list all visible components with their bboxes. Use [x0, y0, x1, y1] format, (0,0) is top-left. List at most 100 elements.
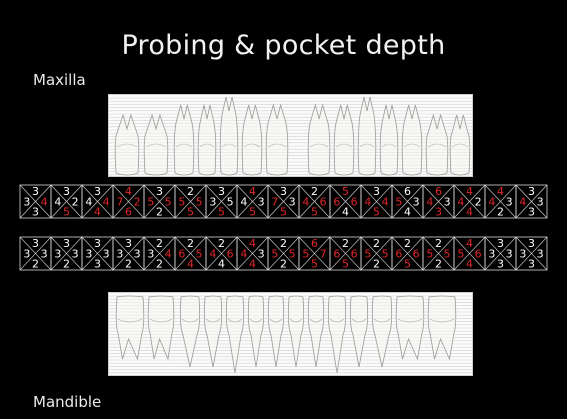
pocket-depth-value: 4: [41, 195, 48, 208]
pocket-depth-value: 6: [333, 195, 340, 208]
pocket-depth-value: 3: [94, 237, 101, 250]
pocket-depth-value: 4: [342, 205, 349, 218]
pocket-depth-value: 6: [333, 247, 340, 260]
lower-cell: 26 65: [329, 236, 362, 271]
pocket-depth-value: 4: [94, 205, 101, 218]
pocket-depth-value: 5: [218, 205, 225, 218]
pocket-depth-value: 3: [528, 205, 535, 218]
pocket-depth-value: 3: [413, 195, 420, 208]
pocket-depth-value: 4: [218, 257, 225, 270]
slide-title: Probing & pocket depth: [121, 30, 446, 61]
pocket-depth-value: 3: [94, 257, 101, 270]
pocket-depth-value: 6: [413, 247, 420, 260]
lower-cell: 33 33: [81, 236, 114, 271]
lower-cell: 33 33: [515, 236, 548, 271]
pocket-depth-value: 3: [209, 195, 216, 208]
upper-cell: 56 64: [329, 184, 362, 219]
lower-cell: 24 64: [205, 236, 238, 271]
pocket-depth-value: 2: [187, 237, 194, 250]
pocket-depth-value: 5: [404, 257, 411, 270]
pocket-depth-value: 6: [475, 247, 482, 260]
pocket-depth-value: 6: [227, 247, 234, 260]
pocket-depth-value: 4: [466, 237, 473, 250]
pocket-depth-value: 7: [320, 247, 327, 260]
upper-cell: 64 33: [422, 184, 455, 219]
pocket-depth-value: 5: [342, 185, 349, 198]
maxillary-teeth-icon: [109, 96, 472, 176]
pocket-depth-value: 2: [156, 237, 163, 250]
pocket-depth-value: 4: [488, 195, 495, 208]
pocket-depth-value: 3: [373, 185, 380, 198]
pocket-depth-value: 5: [147, 195, 154, 208]
pocket-depth-value: 5: [271, 247, 278, 260]
mandibular-teeth-icon: [109, 295, 472, 374]
pocket-depth-value: 5: [165, 195, 172, 208]
pocket-depth-value: 2: [32, 257, 39, 270]
upper-cell: 44 35: [236, 184, 269, 219]
pocket-depth-value: 2: [373, 237, 380, 250]
pocket-depth-value: 3: [488, 247, 495, 260]
pocket-depth-value: 3: [497, 257, 504, 270]
pocket-depth-value: 5: [457, 247, 464, 260]
upper-cell: 34 45: [360, 184, 393, 219]
upper-cell: 34 25: [50, 184, 83, 219]
upper-cell: 44 32: [484, 184, 517, 219]
pocket-depth-value: 5: [311, 205, 318, 218]
pocket-depth-value: 5: [444, 247, 451, 260]
pocket-depth-value: 3: [537, 247, 544, 260]
pocket-depth-value: 3: [218, 185, 225, 198]
pocket-depth-value: 3: [116, 247, 123, 260]
pocket-depth-value: 3: [537, 195, 544, 208]
pocket-depth-value: 3: [63, 237, 70, 250]
lower-cell: 33 32: [50, 236, 83, 271]
upper-teeth-illustration: [108, 94, 473, 177]
pocket-depth-value: 7: [271, 195, 278, 208]
pocket-depth-value: 3: [280, 185, 287, 198]
pocket-depth-value: 4: [54, 195, 61, 208]
pocket-depth-value: 2: [156, 205, 163, 218]
pocket-depth-value: 5: [196, 247, 203, 260]
lower-teeth-illustration: [108, 292, 473, 376]
pocket-depth-value: 3: [85, 247, 92, 260]
pocket-depth-value: 2: [156, 257, 163, 270]
upper-cell: 25 55: [174, 184, 207, 219]
pocket-depth-value: 3: [528, 237, 535, 250]
pocket-depth-value: 6: [320, 195, 327, 208]
pocket-depth-value: 4: [125, 185, 132, 198]
lower-cell: 26 65: [391, 236, 424, 271]
pocket-depth-value: 2: [342, 237, 349, 250]
pocket-depth-value: 4: [187, 257, 194, 270]
lower-cell: 25 52: [422, 236, 455, 271]
upper-cell: 34 33: [515, 184, 548, 219]
pocket-depth-value: 5: [178, 195, 185, 208]
pocket-depth-value: 3: [506, 195, 513, 208]
pocket-depth-value: 5: [426, 247, 433, 260]
pocket-depth-value: 4: [209, 247, 216, 260]
pocket-depth-value: 4: [249, 237, 256, 250]
pocket-depth-value: 3: [258, 195, 265, 208]
pocket-depth-value: 6: [351, 247, 358, 260]
upper-cell: 33 55: [205, 184, 238, 219]
pocket-depth-value: 4: [240, 195, 247, 208]
lower-cell: 33 32: [112, 236, 145, 271]
pocket-depth-value: 2: [280, 257, 287, 270]
pocket-depth-value: 5: [63, 205, 70, 218]
pocket-depth-value: 2: [134, 195, 141, 208]
lower-cell: 25 52: [360, 236, 393, 271]
pocket-depth-value: 5: [382, 247, 389, 260]
lower-cell: 45 64: [453, 236, 486, 271]
pocket-depth-value: 3: [506, 247, 513, 260]
pocket-depth-value: 6: [125, 205, 132, 218]
pocket-depth-value: 2: [280, 237, 287, 250]
pocket-depth-value: 2: [125, 257, 132, 270]
pocket-depth-value: 3: [258, 247, 265, 260]
pocket-depth-value: 4: [382, 195, 389, 208]
pocket-depth-value: 4: [103, 195, 110, 208]
pocket-depth-value: 3: [147, 247, 154, 260]
lower-cell: 33 33: [484, 236, 517, 271]
pocket-depth-value: 2: [187, 185, 194, 198]
pocket-depth-value: 2: [404, 237, 411, 250]
pocket-depth-value: 4: [404, 205, 411, 218]
pocket-depth-value: 3: [54, 247, 61, 260]
